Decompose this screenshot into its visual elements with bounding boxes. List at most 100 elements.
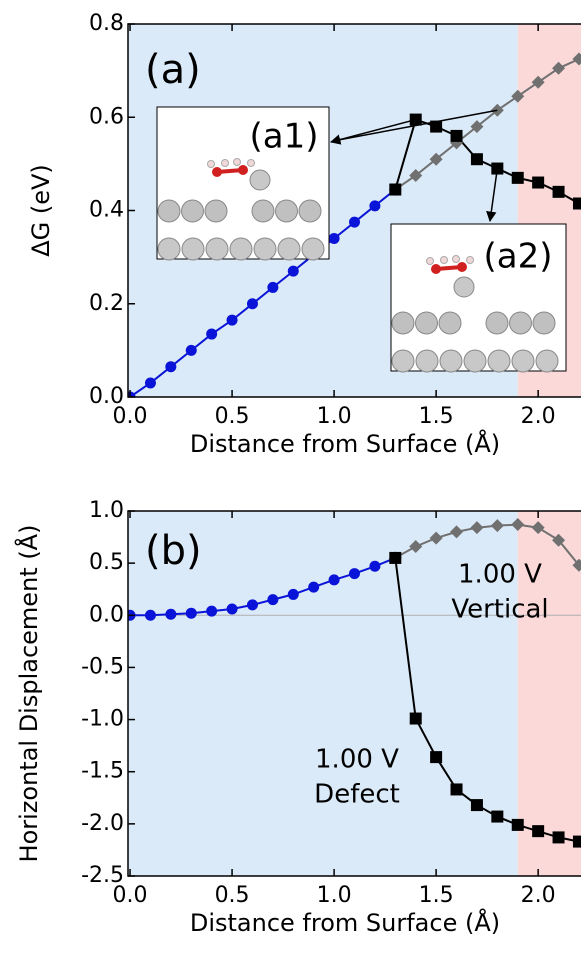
point <box>409 712 422 725</box>
point <box>246 599 258 611</box>
point <box>328 232 340 244</box>
y-tick-label: 0.2 <box>89 291 124 316</box>
atom <box>487 349 511 373</box>
atom <box>509 311 532 335</box>
point <box>185 344 197 356</box>
point <box>450 129 463 142</box>
inset-label: (a2) <box>484 237 553 277</box>
atom <box>238 165 248 175</box>
y-tick-label: 0.0 <box>89 602 124 627</box>
point <box>552 185 565 198</box>
point <box>349 216 360 228</box>
atom <box>157 199 181 223</box>
point <box>430 751 443 764</box>
atom <box>207 160 215 168</box>
atom <box>301 237 325 261</box>
point <box>287 588 299 600</box>
series-line <box>394 557 580 843</box>
atom <box>157 237 181 261</box>
point <box>226 314 238 326</box>
point <box>409 169 423 183</box>
atom <box>485 311 509 335</box>
atom <box>453 276 475 298</box>
x-tick-label: 2.0 <box>521 883 556 908</box>
atom <box>233 158 241 166</box>
atom <box>249 169 271 191</box>
x-tick-label: 0.0 <box>113 404 148 429</box>
point <box>429 531 443 545</box>
point <box>267 594 279 606</box>
point <box>532 825 545 838</box>
point <box>572 558 581 572</box>
panel-label: (a) <box>145 47 201 93</box>
y-tick-label: 1.0 <box>89 498 124 523</box>
point <box>572 835 581 848</box>
point <box>450 525 464 539</box>
atom <box>415 349 439 373</box>
x-tick-label: 1.0 <box>317 404 352 429</box>
atom <box>253 237 277 261</box>
x-tick-label: 0.5 <box>215 883 250 908</box>
annotation: 1.00 V <box>458 560 542 590</box>
inset: (a1) <box>156 106 330 261</box>
x-axis-title: Distance from Surface (Å) <box>190 908 500 937</box>
point <box>206 328 218 340</box>
atom <box>466 256 474 264</box>
atom <box>391 311 415 335</box>
point <box>429 152 443 166</box>
arrow <box>332 109 498 142</box>
atom <box>251 199 275 223</box>
inset-box <box>156 106 330 260</box>
point <box>531 75 545 89</box>
point <box>572 197 581 210</box>
point <box>328 574 340 586</box>
point <box>349 568 360 580</box>
plot-area <box>128 511 581 876</box>
point <box>144 377 156 389</box>
y-tick-label: 0.4 <box>89 198 124 223</box>
atom <box>415 311 438 335</box>
atom <box>205 237 229 261</box>
point <box>511 518 525 532</box>
point <box>226 603 238 615</box>
atom <box>275 199 298 223</box>
point <box>531 521 545 535</box>
atom <box>181 237 205 261</box>
point <box>470 153 483 166</box>
point <box>165 361 177 373</box>
y-tick-label: -1.0 <box>81 707 124 732</box>
atom <box>511 349 535 373</box>
point <box>144 609 156 621</box>
atom <box>204 199 228 223</box>
point <box>206 605 218 617</box>
x-tick-label: 0.5 <box>215 404 250 429</box>
atom <box>463 349 487 373</box>
x-tick-label: 1.5 <box>419 404 454 429</box>
axis-frame <box>127 510 581 877</box>
point <box>308 581 320 593</box>
point <box>470 521 484 535</box>
point <box>552 61 566 75</box>
point <box>165 608 177 620</box>
y-tick-label: 0.8 <box>89 11 124 36</box>
region <box>128 511 518 876</box>
y-tick-label: -0.5 <box>81 654 124 679</box>
atom <box>426 257 434 265</box>
inset-label: (a1) <box>250 117 319 157</box>
y-tick-label: -2.0 <box>81 811 124 836</box>
x-tick-label: 1.5 <box>419 883 454 908</box>
arrow <box>394 119 417 190</box>
y-tick-label: 0.0 <box>89 384 124 409</box>
point <box>470 120 484 134</box>
atom <box>181 199 204 223</box>
annotation: Vertical <box>451 595 548 625</box>
point <box>409 539 423 553</box>
series-line <box>394 523 580 566</box>
x-tick-label: 0.0 <box>113 883 148 908</box>
atom <box>438 311 462 335</box>
point <box>552 533 566 547</box>
panel-label: (b) <box>145 528 202 574</box>
y-axis-title: ΔG (eV) <box>27 164 55 257</box>
atom <box>212 167 222 177</box>
